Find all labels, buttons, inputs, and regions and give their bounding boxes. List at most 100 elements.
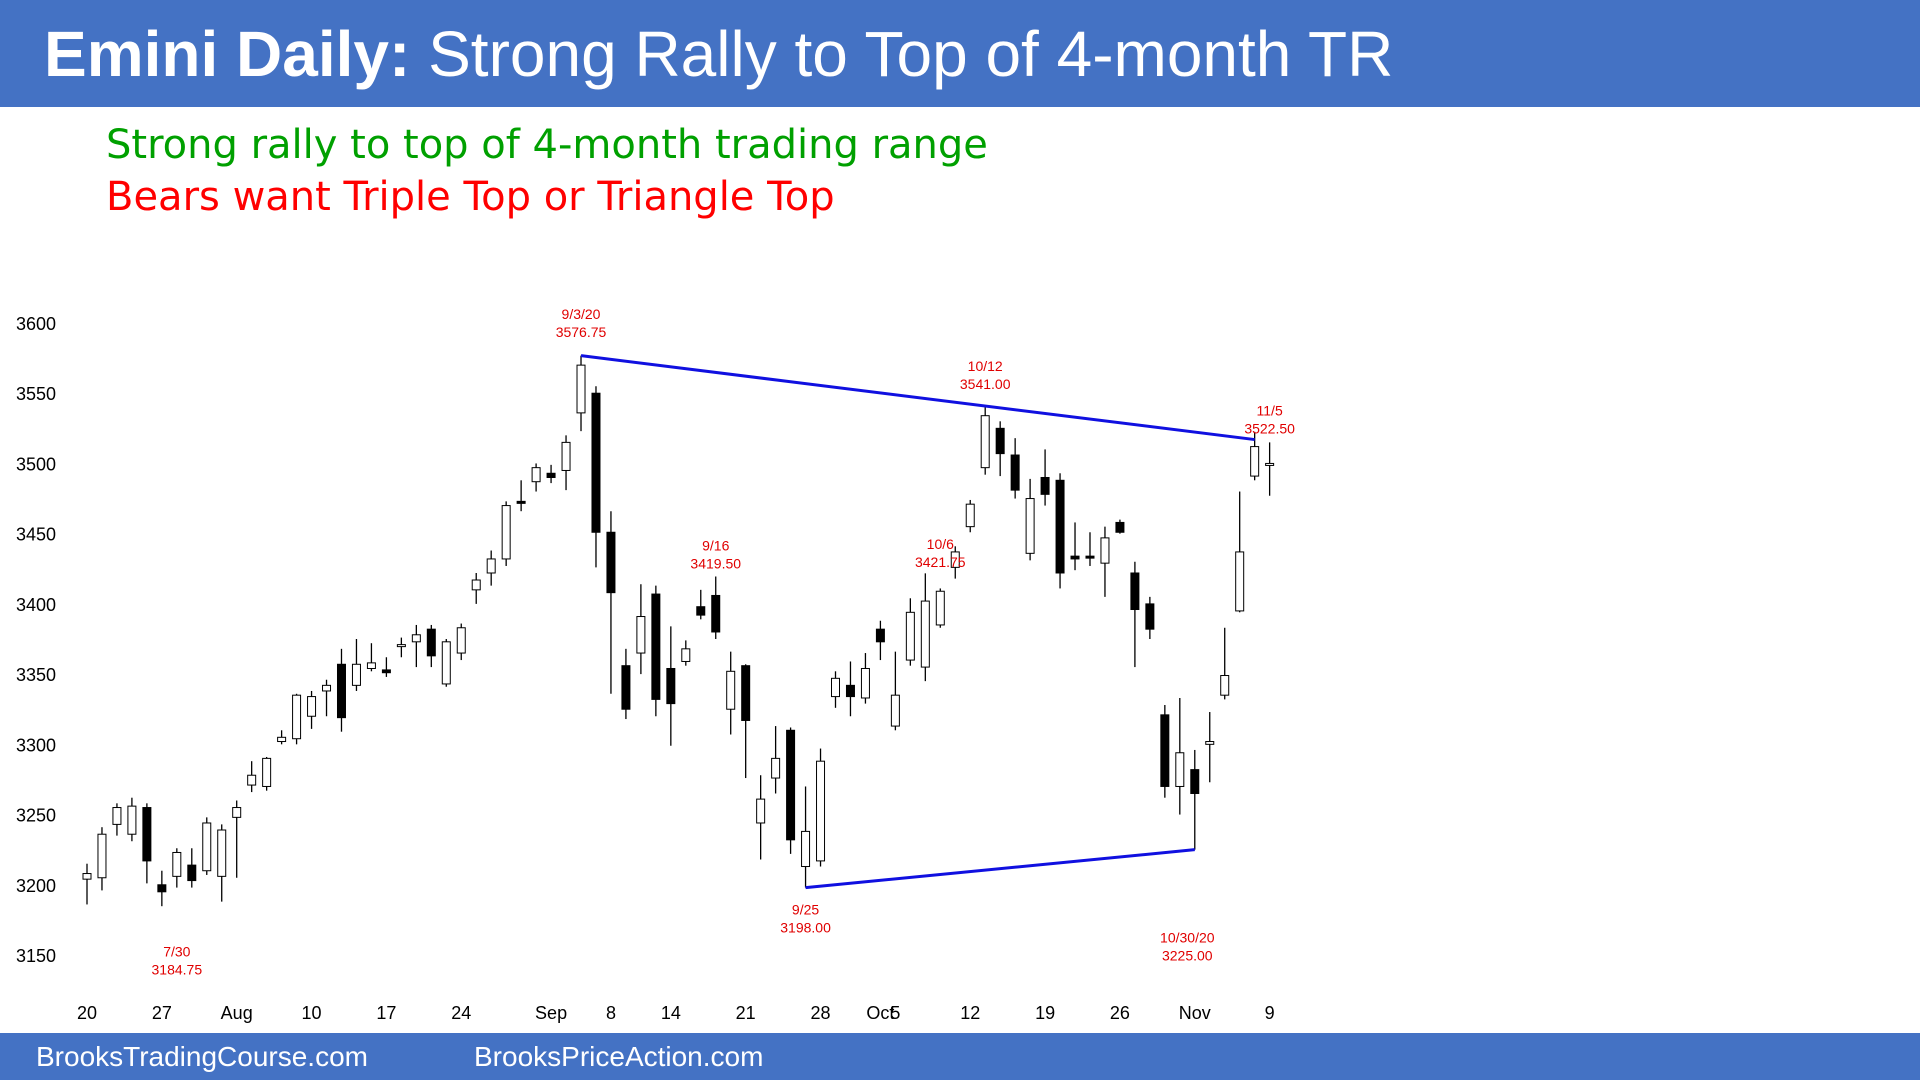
bull-candle (411, 634, 421, 643)
bear-candle (1130, 572, 1140, 611)
bear-candle (142, 807, 152, 862)
bull-candle (681, 648, 691, 662)
price-annotation: 3225.00 (1162, 947, 1213, 963)
bull-candle (1220, 675, 1230, 696)
bear-candle (1160, 714, 1170, 787)
bear-candle (381, 669, 391, 674)
bear-candle (606, 531, 616, 594)
bull-candle (277, 736, 287, 743)
x-tick-label: 28 (811, 1003, 831, 1023)
y-tick-label: 3550 (16, 384, 56, 404)
price-annotation: 3184.75 (152, 961, 203, 977)
bull-candle (1265, 462, 1275, 466)
bull-candle (307, 696, 317, 717)
bull-candle (1250, 446, 1260, 477)
price-annotation: 9/3/20 (562, 306, 601, 322)
bull-candle (97, 833, 107, 879)
bull-candle (172, 851, 182, 877)
x-tick-label: 8 (606, 1003, 616, 1023)
price-annotation: 3541.00 (960, 376, 1011, 392)
x-tick-label: 27 (152, 1003, 172, 1023)
y-tick-label: 3200 (16, 876, 56, 896)
price-annotation: 10/6 (927, 536, 954, 552)
bear-candle (875, 628, 885, 643)
bear-candle (621, 665, 631, 710)
bull-candle (1175, 752, 1185, 787)
y-tick-label: 3500 (16, 454, 56, 474)
bear-candle (157, 884, 167, 893)
price-annotation: 3522.50 (1244, 421, 1295, 437)
slide-title: Emini Daily: Strong Rally to Top of 4-mo… (44, 14, 1393, 94)
price-annotation: 3576.75 (556, 324, 607, 340)
bull-candle (726, 670, 736, 710)
bull-candle (112, 807, 122, 825)
bear-candle (995, 427, 1005, 455)
bear-candle (1190, 769, 1200, 794)
bull-candle (1205, 741, 1215, 745)
bull-candle (980, 415, 990, 469)
bull-candle (396, 644, 406, 648)
bear-candle (741, 665, 751, 721)
bull-candle (801, 830, 811, 868)
bull-candle (576, 364, 586, 414)
bull-candle (890, 694, 900, 727)
footer-link-trading-course[interactable]: BrooksTradingCourse.com (36, 1041, 368, 1072)
footer-link-price-action[interactable]: BrooksPriceAction.com (474, 1041, 764, 1072)
bear-candle (711, 594, 721, 633)
bull-candle (920, 600, 930, 668)
bull-candle (756, 798, 766, 824)
bull-candle (322, 684, 332, 692)
x-tick-label: 24 (451, 1003, 471, 1023)
y-tick-label: 3450 (16, 525, 56, 545)
bull-candle (486, 558, 496, 574)
x-tick-label: 17 (376, 1003, 396, 1023)
bull-candle (561, 441, 571, 471)
bull-candle (816, 760, 826, 862)
bull-candle (202, 822, 212, 872)
bull-candle (905, 611, 915, 661)
bull-candle (292, 694, 302, 740)
slide-header: Emini Daily: Strong Rally to Top of 4-mo… (0, 0, 1920, 107)
price-annotation: 7/30 (163, 943, 190, 959)
bear-candle (187, 864, 197, 882)
bear-candle (1115, 521, 1125, 533)
x-tick-label: Sep (535, 1003, 567, 1023)
bear-candle (591, 392, 601, 533)
bear-candle (845, 684, 855, 698)
bear-candle (651, 593, 661, 700)
price-annotation: 9/16 (702, 538, 729, 554)
y-tick-label: 3150 (16, 946, 56, 966)
bear-candle (696, 606, 706, 616)
bear-candle (1055, 479, 1065, 574)
bear-candle (426, 628, 436, 657)
bear-candle (516, 500, 526, 504)
bull-candle (1100, 537, 1110, 564)
bull-candle (1235, 551, 1245, 612)
bull-candle (82, 873, 92, 880)
x-tick-label: 21 (736, 1003, 756, 1023)
bear-candle (1070, 555, 1080, 560)
bull-candle (441, 641, 451, 685)
price-annotation: 3421.75 (915, 554, 966, 570)
bear-candle (336, 663, 346, 719)
price-annotation: 9/25 (792, 901, 819, 917)
subtitle-line-2: Bears want Triple Top or Triangle Top (106, 174, 835, 220)
bull-candle (501, 505, 511, 560)
bull-candle (831, 677, 840, 698)
price-annotation: 11/5 (1257, 403, 1283, 419)
bull-candle (351, 663, 361, 686)
bull-candle (636, 616, 646, 654)
price-annotation: 10/30/20 (1160, 929, 1215, 945)
bull-candle (531, 467, 541, 483)
bull-candle (262, 757, 272, 787)
bear-candle (546, 472, 556, 478)
bear-candle (1010, 454, 1020, 491)
bull-candle (247, 774, 257, 786)
y-tick-label: 3350 (16, 665, 56, 685)
bear-candle (1040, 476, 1050, 495)
bear-candle (786, 729, 796, 841)
bull-candle (366, 662, 376, 669)
x-tick-label: Oct (866, 1003, 894, 1023)
bull-candle (1025, 498, 1035, 554)
x-tick-label: 19 (1035, 1003, 1055, 1023)
